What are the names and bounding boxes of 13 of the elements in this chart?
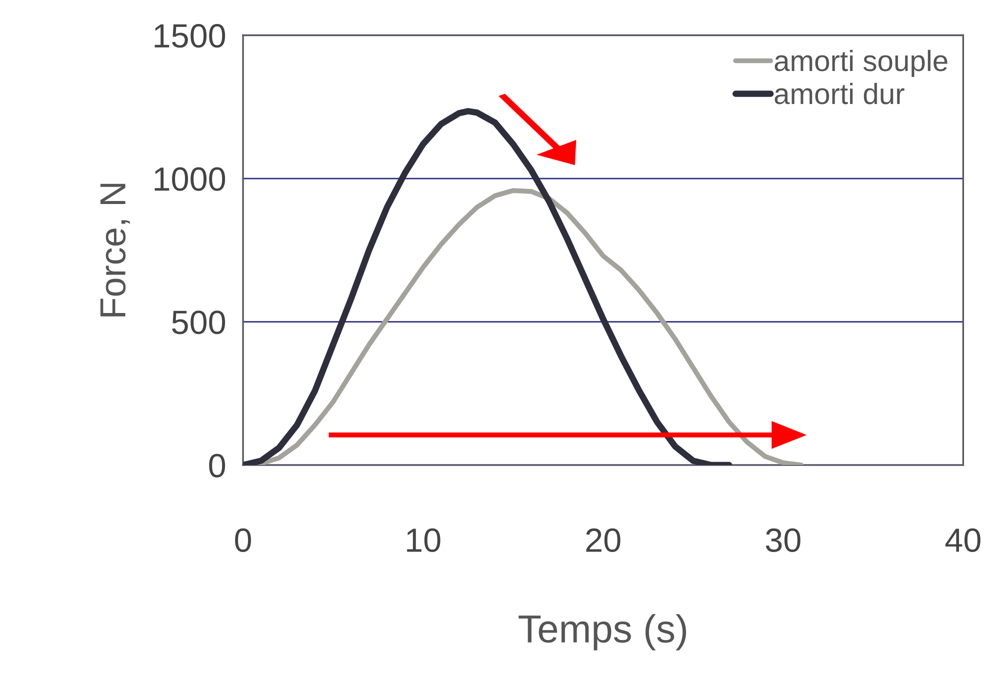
y-tick-label: 1500 [154, 24, 226, 48]
x-tick-label: 40 [945, 528, 980, 552]
x-axis-title: Temps (s) [518, 614, 686, 650]
x-tick-label: 10 [407, 528, 440, 552]
x-tick-label: 30 [766, 528, 800, 552]
legend-label: amorti souple [774, 50, 948, 78]
legend-label: amorti dur [774, 82, 904, 104]
x-tick-label: 20 [586, 528, 620, 552]
y-tick-label: 500 [172, 310, 226, 334]
x-tick-label: 0 [235, 528, 251, 552]
y-axis-title: Force, N [100, 184, 130, 316]
y-tick-label: 0 [209, 454, 226, 478]
y-tick-label: 1000 [154, 167, 226, 191]
